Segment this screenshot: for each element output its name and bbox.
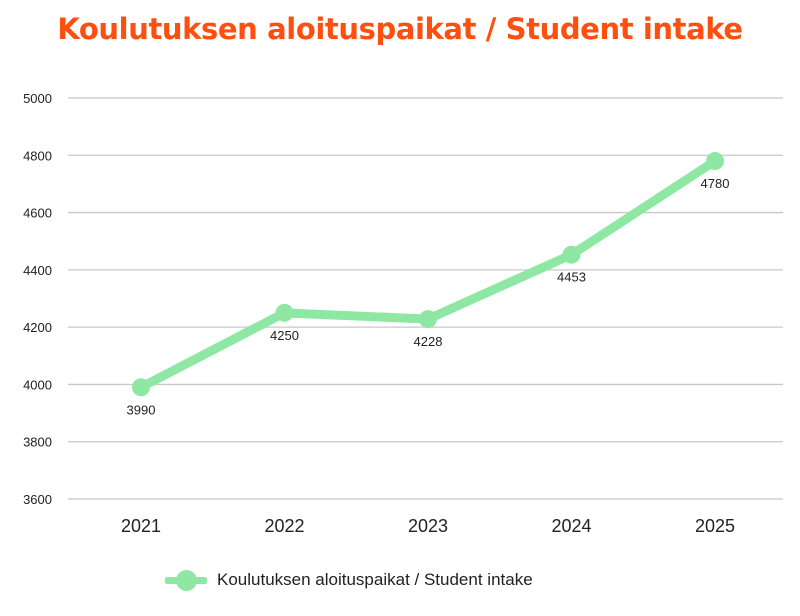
- data-label: 4228: [414, 334, 443, 349]
- y-axis-ticks: 3600 3800 4000 4200 4400 4600 4800 5000: [23, 91, 52, 507]
- y-tick-label: 4200: [23, 320, 52, 335]
- gridlines: [68, 97, 783, 500]
- y-tick-label: 3600: [23, 492, 52, 507]
- data-point: [132, 378, 150, 397]
- data-label: 3990: [127, 402, 156, 417]
- legend: Koulutuksen aloituspaikat / Student inta…: [165, 566, 533, 594]
- x-tick-label: 2025: [695, 516, 735, 536]
- x-tick-label: 2023: [408, 516, 448, 536]
- series-line: [136, 156, 720, 392]
- legend-dot: [176, 570, 197, 591]
- legend-swatch-icon: [165, 566, 207, 594]
- legend-label: Koulutuksen aloituspaikat / Student inta…: [217, 570, 533, 589]
- series-layer: [132, 152, 724, 397]
- y-tick-label: 4600: [23, 206, 52, 221]
- data-point: [275, 303, 294, 322]
- data-label: 4453: [557, 270, 586, 285]
- chart-title: Koulutuksen aloituspaikat / Student inta…: [57, 12, 743, 46]
- x-tick-label: 2024: [551, 516, 591, 536]
- data-point: [706, 152, 724, 171]
- data-label: 4250: [270, 328, 299, 343]
- data-point: [419, 310, 437, 329]
- x-axis-ticks: 2021 2022 2023 2024 2025: [121, 516, 735, 536]
- y-tick-label: 5000: [23, 91, 52, 106]
- data-point: [562, 245, 581, 264]
- y-tick-label: 4400: [23, 263, 52, 278]
- data-labels: 3990 4250 4228 4453 4780: [127, 176, 730, 417]
- x-tick-label: 2022: [264, 516, 304, 536]
- y-tick-label: 4000: [23, 377, 52, 392]
- x-tick-label: 2021: [121, 516, 161, 536]
- data-label: 4780: [701, 176, 730, 191]
- y-tick-label: 3800: [23, 435, 52, 450]
- y-tick-label: 4800: [23, 148, 52, 163]
